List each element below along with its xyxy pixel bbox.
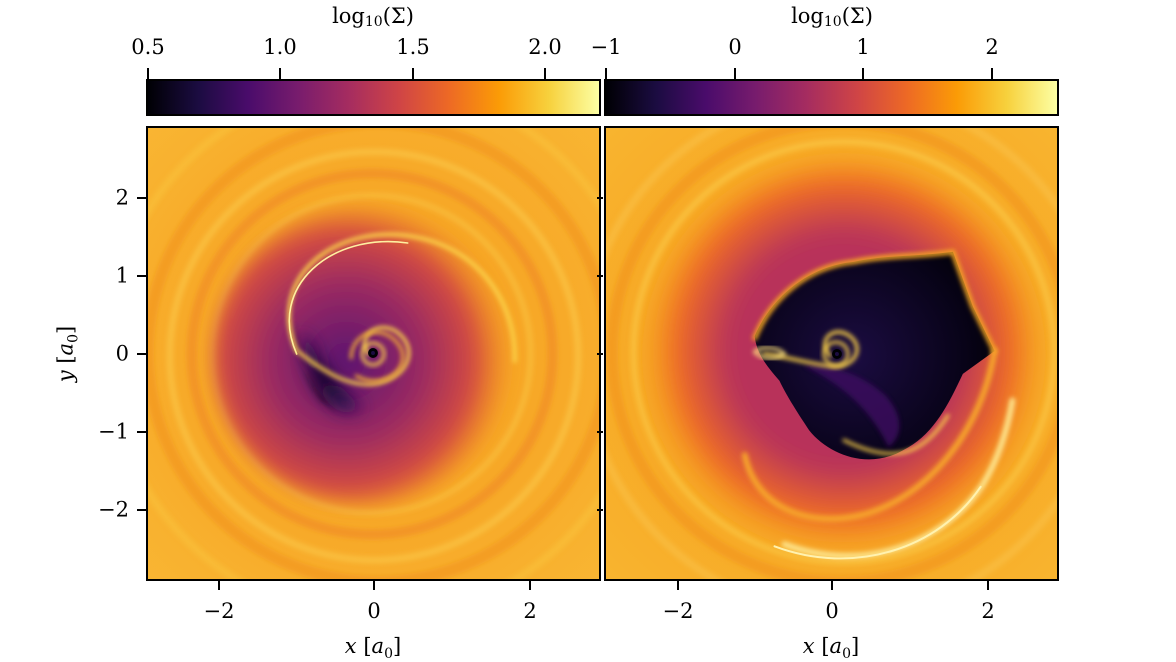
colorbar-right-title: log10(Σ) xyxy=(791,4,873,30)
y-tick-label: 2 xyxy=(115,185,129,210)
colorbar-right-tick xyxy=(734,68,736,79)
colorbar-left-tick xyxy=(147,68,149,79)
colorbar-right-tick xyxy=(605,68,607,79)
colorbar-right-tick xyxy=(862,68,864,79)
colorbar-left-tick xyxy=(412,68,414,79)
x-tick-right xyxy=(831,581,833,590)
axis-variable: y xyxy=(53,363,78,383)
y-tick-label: −2 xyxy=(98,497,129,522)
y-axis-label: y [a0] xyxy=(53,325,82,383)
x-axis-label-right: x [a0] xyxy=(802,634,860,662)
y-tick-right-panel xyxy=(597,509,603,511)
colorbar-left-tick-label: 1.0 xyxy=(263,35,297,59)
colorbar-right-tick xyxy=(991,68,993,79)
x-tick-label-right: 0 xyxy=(825,599,839,623)
colorbar-left-tick-label: 1.5 xyxy=(396,35,430,59)
colorbar-right-tick-label: −1 xyxy=(590,35,622,59)
colorbar-right xyxy=(604,79,1059,116)
y-tick-left xyxy=(137,431,146,433)
colorbar-left xyxy=(146,79,601,116)
x-tick-right xyxy=(987,581,989,590)
y-tick-right-panel xyxy=(597,197,603,199)
x-tick-right xyxy=(677,581,679,590)
x-tick-left xyxy=(529,581,531,590)
heatmap-left-image xyxy=(148,128,599,579)
y-tick-left xyxy=(137,275,146,277)
y-tick-right-panel xyxy=(597,431,603,433)
y-tick-right-panel xyxy=(597,353,603,355)
y-tick-label: 0 xyxy=(115,341,129,366)
colorbar-right-tick-label: 1 xyxy=(856,35,870,59)
x-tick-label-left: 0 xyxy=(367,599,381,623)
x-tick-label-right: −2 xyxy=(662,599,694,623)
colorbar-left-tick-label: 0.5 xyxy=(131,35,165,59)
y-tick-label: 1 xyxy=(115,263,129,288)
heatmap-panel-left xyxy=(146,126,601,581)
x-axis-label-left: x [a0] xyxy=(344,634,402,662)
x-tick-left xyxy=(373,581,375,590)
colorbar-right-tick-label: 0 xyxy=(728,35,742,59)
y-tick-label: −1 xyxy=(98,419,129,444)
y-tick-left xyxy=(137,353,146,355)
colorbar-left-tick xyxy=(544,68,546,79)
colorbar-left-tick xyxy=(279,68,281,79)
colorbar-right-tick-label: 2 xyxy=(985,35,999,59)
x-tick-label-left: 2 xyxy=(523,599,537,623)
x-tick-left xyxy=(218,581,220,590)
axis-variable: x xyxy=(344,634,364,658)
y-tick-right-panel xyxy=(597,275,603,277)
x-tick-label-right: 2 xyxy=(981,599,995,623)
y-tick-left xyxy=(137,197,146,199)
axis-variable: x xyxy=(802,634,822,658)
colorbar-left-title: log10(Σ) xyxy=(332,4,414,30)
heatmap-right-image xyxy=(606,128,1057,579)
heatmap-panel-right xyxy=(604,126,1059,581)
x-tick-label-left: −2 xyxy=(203,599,235,623)
colorbar-left-tick-label: 2.0 xyxy=(528,35,562,59)
y-tick-left xyxy=(137,509,146,511)
